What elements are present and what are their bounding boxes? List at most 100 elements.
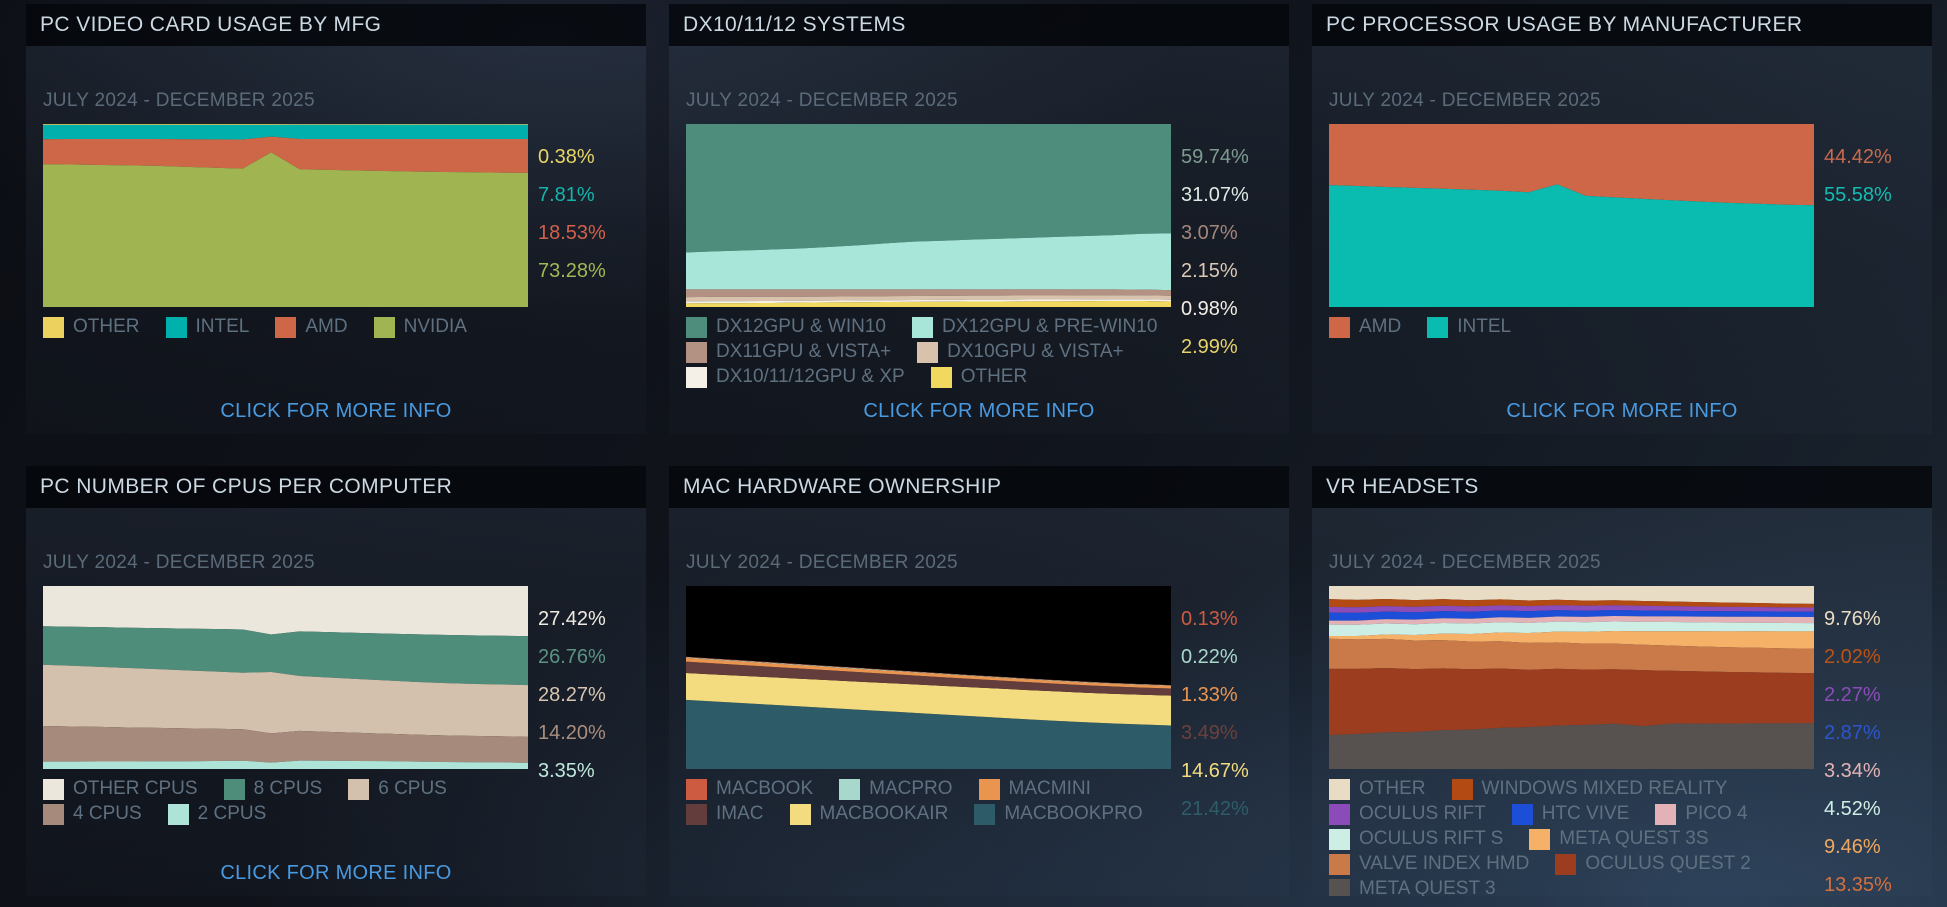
legend-swatch-icon [686,341,707,363]
legend-item: IMAC [686,803,764,825]
legend-label: 8 CPUS [253,778,323,799]
value-label: 2.15% [1181,260,1238,282]
legend-swatch-icon [978,778,1000,800]
series-intel [43,124,528,140]
series-dx10-11-12gpu-xp [686,299,1171,304]
legend-label: 6 CPUS [378,778,447,799]
value-label: 3.34% [1824,760,1881,782]
date-range-label: JULY 2024 - DECEMBER 2025 [686,552,958,573]
legend-swatch-icon [223,778,245,800]
legend-item: DX12GPU & PRE-WIN10 [912,316,1157,338]
legend-label: WINDOWS MIXED REALITY [1481,778,1728,799]
legend-swatch-icon [275,316,297,338]
value-label: 14.67% [1181,760,1249,782]
value-label: 0.13% [1181,608,1238,630]
legend-label: INTEL [195,316,250,337]
more-info-link[interactable]: CLICK FOR MORE INFO [1506,400,1738,422]
legend-label: MACBOOK [716,778,814,799]
legend-label: MACBOOKAIR [819,803,949,824]
legend-swatch-icon [686,778,707,800]
legend-item: DX11GPU & VISTA+ [686,341,891,363]
legend-item: DX10GPU & VISTA+ [917,341,1124,363]
stacked-area-chart [43,124,528,307]
more-info-link[interactable]: CLICK FOR MORE INFO [220,862,452,884]
value-label: 21.42% [1181,798,1249,820]
chart-area: 0.38% 7.81% 18.53% 73.28% [43,124,629,307]
legend-item: VALVE INDEX HMD [1329,853,1529,875]
legend-item: OCULUS RIFT S [1329,828,1503,850]
legend-item: 4 CPUS [43,803,142,825]
panel-body: JULY 2024 - DECEMBER 2025 44.42% 55.58% A… [1312,46,1932,434]
series-4-cpus [43,725,528,763]
series-other-cpus [43,586,528,637]
panel-title: PC PROCESSOR USAGE BY MANUFACTURER [1326,13,1803,36]
series-meta-quest-3s [1329,631,1814,649]
value-label: 3.35% [538,760,595,782]
legend-item: INTEL [165,316,250,338]
legend-item: MACPRO [839,778,953,800]
value-labels: 9.76% 2.02% 2.27% 2.87% 3.34% 4.52% 9.46% 13.35… [1824,600,1915,896]
legend-item: INTEL [1427,316,1511,338]
value-label: 44.42% [1824,146,1892,168]
stacked-area-chart [43,586,528,769]
series-6-cpus [43,664,528,737]
chart-legend: MACBOOK MACPRO MACMINI IMAC MACBOOKAIR MACBOO… [686,778,1161,825]
legend-item: OTHER [930,366,1027,388]
survey-panel: DX10/11/12 SYSTEMS JULY 2024 - DECEMBER … [669,4,1289,434]
legend-swatch-icon [43,778,64,800]
chart-area: 44.42% 55.58% [1329,124,1915,307]
value-labels: 0.38% 7.81% 18.53% 73.28% [538,138,629,290]
legend-swatch-icon [789,803,811,825]
survey-panel: MAC HARDWARE OWNERSHIP JULY 2024 - DECEM… [669,466,1289,896]
legend-label: VALVE INDEX HMD [1359,853,1530,874]
series-windows-mixed-reality [1329,598,1814,608]
legend-label: OCULUS QUEST 2 [1585,853,1751,874]
legend-swatch-icon [43,803,64,825]
value-label: 0.98% [1181,298,1238,320]
panel-title: PC VIDEO CARD USAGE BY MFG [40,13,382,36]
more-info-link[interactable]: CLICK FOR MORE INFO [863,400,1095,422]
legend-label: DX10GPU & VISTA+ [947,341,1124,362]
legend-item: MACBOOK [686,778,813,800]
legend-item: MACBOOKPRO [974,803,1143,825]
panel-body: JULY 2024 - DECEMBER 2025 59.74% 31.07% 3.… [669,46,1289,434]
legend-swatch-icon [373,316,395,338]
chart-legend: DX12GPU & WIN10 DX12GPU & PRE-WIN10 DX11GP… [686,316,1161,388]
value-label: 4.52% [1824,798,1881,820]
series-dx12gpu-win10 [686,124,1171,253]
legend-swatch-icon [1329,853,1350,875]
value-label: 26.76% [538,646,606,668]
value-label: 3.07% [1181,222,1238,244]
value-labels: 0.13% 0.22% 1.33% 3.49% 14.67% 21.42% [1181,600,1272,828]
legend-swatch-icon [1329,778,1350,800]
legend-swatch-icon [1511,803,1533,825]
legend-label: 2 CPUS [197,803,267,824]
series-imac [686,661,1171,696]
legend-swatch-icon [1329,316,1350,338]
stacked-area-chart [1329,124,1814,307]
value-labels: 44.42% 55.58% [1824,138,1915,214]
legend-item: DX10/11/12GPU & XP [686,366,905,388]
legend-label: OCULUS RIFT [1359,803,1486,824]
legend-swatch-icon [839,778,861,800]
legend-item: AMD [1329,316,1401,338]
survey-panel: PC NUMBER OF CPUS PER COMPUTER JULY 2024… [26,466,646,896]
value-label: 9.76% [1824,608,1881,630]
legend-label: DX12GPU & WIN10 [716,316,886,337]
value-label: 13.35% [1824,874,1892,896]
legend-swatch-icon [930,366,952,388]
legend-swatch-icon [43,316,64,338]
series-amd [1329,124,1814,206]
series-nvidia [43,152,528,307]
stacked-area-chart [1329,586,1814,769]
series-oculus-rift-s [1329,621,1814,636]
value-label: 0.22% [1181,646,1238,668]
legend-swatch-icon [686,803,707,825]
series-macmini [686,657,1171,689]
series-macbookpro [686,699,1171,769]
legend-item: OTHER [43,316,140,338]
legend-label: DX12GPU & PRE-WIN10 [942,316,1158,337]
more-info-link[interactable]: CLICK FOR MORE INFO [220,400,452,422]
value-label: 2.99% [1181,336,1238,358]
value-labels: 27.42% 26.76% 28.27% 14.20% 3.35% [538,600,629,790]
